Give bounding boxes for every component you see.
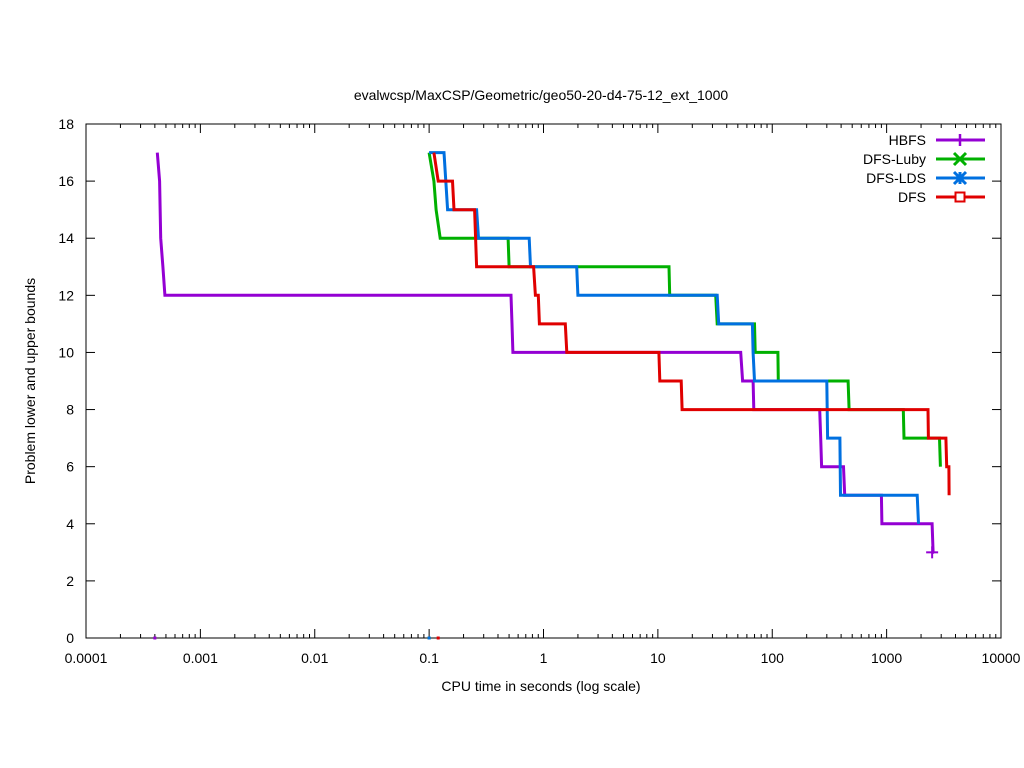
legend-item-dfs: DFS xyxy=(898,189,985,205)
series-hbfs xyxy=(153,152,939,640)
legend-item-hbfs: HBFS xyxy=(889,132,985,148)
series-dfs xyxy=(432,152,951,640)
x-tick-label: 100 xyxy=(761,650,785,666)
y-tick-label: 6 xyxy=(66,459,74,475)
y-axis-label: Problem lower and upper bounds xyxy=(22,278,38,484)
y-tick-label: 8 xyxy=(66,402,74,418)
x-tick-label: 10 xyxy=(650,650,666,666)
series-line-dfs-lds xyxy=(429,151,920,524)
chart-title: evalwcsp/MaxCSP/Geometric/geo50-20-d4-75… xyxy=(354,87,729,103)
legend-marker-box-icon xyxy=(954,191,966,203)
x-tick-label: 1000 xyxy=(871,650,902,666)
x-tick-label: 0.01 xyxy=(301,650,328,666)
legend-label: DFS-LDS xyxy=(866,170,926,186)
y-tick-label: 4 xyxy=(66,516,74,532)
x-tick-label: 0.001 xyxy=(183,650,218,666)
legend-marker-x-icon xyxy=(952,151,968,167)
series-layer xyxy=(153,151,951,640)
y-tick-label: 14 xyxy=(58,230,74,246)
series-dfs-lds xyxy=(427,151,920,640)
y-tick-label: 12 xyxy=(58,287,74,303)
axes: 0.0001 0.001 0.01 0.1 1 10 100 1000 10000 0 2 4 6 8 10… xyxy=(58,116,1020,666)
plot-area-frame xyxy=(85,123,1002,639)
y-tick-label: 18 xyxy=(58,116,74,132)
legend-item-dfs-lds: DFS-LDS xyxy=(866,170,985,186)
legend-label: HBFS xyxy=(889,132,926,148)
y-tick-label: 0 xyxy=(66,630,74,646)
legend: HBFS DFS-Luby DFS-LDS DFS xyxy=(863,132,985,205)
legend-label: DFS-Luby xyxy=(863,151,926,167)
x-axis-label: CPU time in seconds (log scale) xyxy=(441,678,640,694)
series-line-hbfs xyxy=(155,152,935,554)
series-line-dfs-luby xyxy=(427,152,942,467)
y-tick-label: 2 xyxy=(66,573,74,589)
x-tick-label: 0.1 xyxy=(419,650,439,666)
series-dfs-luby xyxy=(427,152,942,640)
legend-item-dfs-luby: DFS-Luby xyxy=(863,151,985,167)
x-tick-label: 0.0001 xyxy=(65,650,108,666)
x-tick-label: 10000 xyxy=(982,650,1021,666)
y-tick-label: 16 xyxy=(58,173,74,189)
y-tick-label: 10 xyxy=(58,344,74,360)
legend-marker-star-icon xyxy=(952,170,968,186)
legend-label: DFS xyxy=(898,189,926,205)
x-tick-label: 1 xyxy=(540,650,548,666)
series-line-dfs xyxy=(432,152,951,496)
